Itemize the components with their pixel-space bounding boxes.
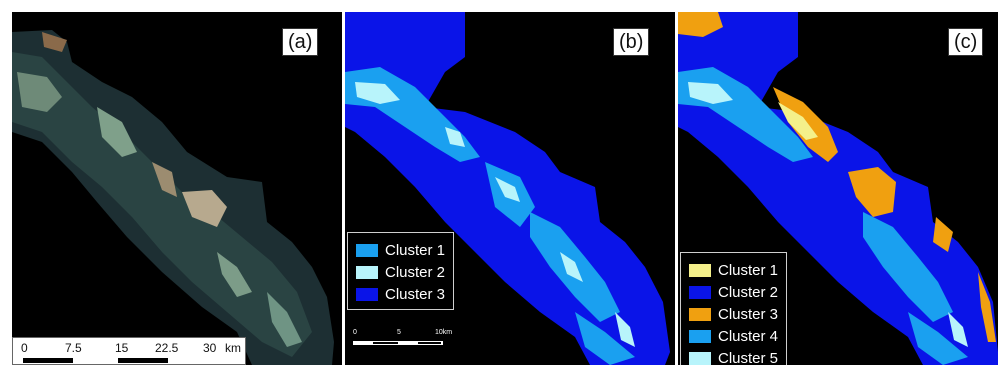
cluster-map-b	[345, 12, 675, 365]
legend-swatch	[356, 243, 378, 257]
legend-swatch	[689, 351, 711, 365]
scale-tick-label: 5	[397, 329, 401, 336]
legend-swatch	[689, 307, 711, 321]
scale-tick-label: 22.5	[155, 341, 179, 355]
legend-label: Cluster 3	[718, 305, 779, 323]
legend-item: Cluster 3	[356, 283, 445, 305]
scale-bar: 0 5 10km	[353, 329, 453, 355]
legend-swatch	[689, 329, 711, 343]
legend-swatch	[689, 263, 711, 277]
legend-item: Cluster 2	[356, 261, 445, 283]
legend-label: Cluster 1	[718, 261, 779, 279]
scale-segment	[373, 342, 398, 344]
legend-item: Cluster 2	[689, 281, 778, 303]
scale-line	[353, 341, 443, 345]
legend-label: Cluster 4	[718, 327, 779, 345]
panel-label-a: (a)	[282, 28, 319, 56]
legend-swatch	[689, 285, 711, 299]
legend-label: Cluster 2	[718, 283, 779, 301]
legend-c: Cluster 1 Cluster 2 Cluster 3 Cluster 4 …	[680, 252, 788, 365]
legend-label: Cluster 3	[385, 285, 446, 303]
legend-label: Cluster 5	[718, 349, 779, 365]
legend-item: Cluster 4	[689, 325, 778, 347]
cluster-map-b-panel: (b) Cluster 1 Cluster 2 Cluster 3 0 5 10…	[345, 12, 675, 365]
scale-unit: km	[225, 341, 241, 355]
satellite-image	[12, 12, 342, 365]
scale-tick-label: 0	[353, 329, 357, 336]
scale-tick-label: 30	[203, 341, 217, 355]
panel-label-c: (c)	[948, 28, 984, 56]
legend-item: Cluster 1	[689, 259, 778, 281]
scale-tick-label: 15	[115, 341, 129, 355]
legend-swatch	[356, 265, 378, 279]
scale-segment	[23, 358, 73, 363]
legend-b: Cluster 1 Cluster 2 Cluster 3	[347, 232, 455, 310]
cluster-map-c-panel: (c) Cluster 1 Cluster 2 Cluster 3 Cluste…	[678, 12, 998, 365]
legend-item: Cluster 3	[689, 303, 778, 325]
legend-item: Cluster 5	[689, 347, 778, 365]
cluster-map-c	[678, 12, 998, 365]
satellite-image-panel: (a) 0 7.5 15 22.5 30 km	[12, 12, 342, 365]
scale-segment	[418, 342, 441, 344]
legend-item: Cluster 1	[356, 239, 445, 261]
scale-bar: 0 7.5 15 22.5 30 km	[12, 337, 246, 365]
legend-label: Cluster 2	[385, 263, 446, 281]
panel-label-b: (b)	[613, 28, 650, 56]
scale-segment	[118, 358, 168, 363]
legend-swatch	[356, 287, 378, 301]
scale-tick-label: 0	[21, 341, 28, 355]
legend-label: Cluster 1	[385, 241, 446, 259]
scale-tick-label: 10km	[435, 329, 453, 336]
scale-tick-label: 7.5	[65, 341, 82, 355]
